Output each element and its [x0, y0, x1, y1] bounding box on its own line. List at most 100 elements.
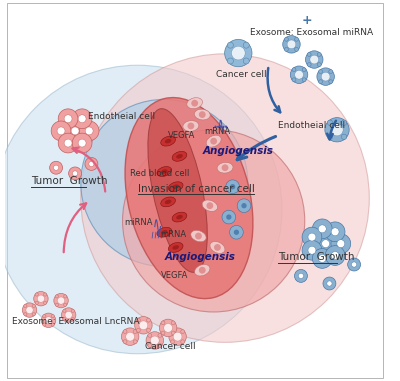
Circle shape	[65, 121, 85, 141]
Circle shape	[243, 58, 249, 64]
Circle shape	[329, 70, 333, 74]
Circle shape	[225, 39, 252, 67]
Circle shape	[54, 293, 68, 308]
Circle shape	[294, 269, 308, 282]
Circle shape	[312, 219, 332, 239]
Circle shape	[72, 171, 78, 176]
Circle shape	[307, 63, 311, 67]
Text: Red blood cell: Red blood cell	[130, 169, 190, 178]
Circle shape	[352, 262, 357, 267]
Ellipse shape	[172, 245, 179, 250]
Circle shape	[62, 308, 76, 322]
Circle shape	[308, 246, 316, 254]
Circle shape	[222, 126, 225, 128]
Circle shape	[195, 233, 202, 240]
Circle shape	[72, 133, 92, 153]
Ellipse shape	[148, 109, 207, 272]
Ellipse shape	[125, 98, 253, 299]
Circle shape	[290, 66, 308, 83]
Circle shape	[51, 323, 54, 326]
Circle shape	[139, 321, 148, 330]
Circle shape	[217, 126, 219, 128]
Circle shape	[51, 121, 71, 141]
Circle shape	[41, 313, 56, 328]
Circle shape	[232, 46, 245, 60]
Circle shape	[230, 184, 235, 189]
Text: +: +	[301, 14, 312, 27]
Circle shape	[148, 333, 152, 337]
Circle shape	[123, 340, 127, 344]
Circle shape	[348, 258, 360, 271]
Text: Invasion of cancer cell: Invasion of cancer cell	[138, 184, 255, 194]
Ellipse shape	[172, 212, 187, 222]
Text: Tumor  Growth: Tumor Growth	[278, 252, 355, 262]
Circle shape	[164, 323, 172, 332]
Circle shape	[331, 228, 339, 236]
Ellipse shape	[187, 98, 202, 109]
Text: mRNA: mRNA	[160, 230, 187, 239]
Circle shape	[188, 123, 194, 130]
Circle shape	[243, 42, 249, 48]
Circle shape	[159, 319, 177, 337]
Circle shape	[81, 99, 248, 266]
Circle shape	[319, 70, 322, 74]
Circle shape	[136, 328, 140, 332]
Circle shape	[81, 54, 369, 343]
Circle shape	[241, 203, 247, 208]
Circle shape	[146, 332, 164, 349]
Circle shape	[302, 68, 306, 72]
Ellipse shape	[161, 169, 168, 174]
Circle shape	[158, 333, 162, 337]
Circle shape	[0, 65, 282, 354]
Ellipse shape	[176, 215, 183, 219]
Circle shape	[329, 80, 333, 83]
Ellipse shape	[210, 242, 225, 253]
Circle shape	[312, 248, 332, 268]
Circle shape	[227, 58, 234, 64]
Circle shape	[302, 240, 322, 260]
Circle shape	[302, 78, 306, 82]
Circle shape	[284, 37, 288, 41]
Circle shape	[306, 51, 323, 68]
Circle shape	[325, 222, 345, 242]
Circle shape	[181, 330, 184, 333]
Circle shape	[171, 330, 174, 333]
Circle shape	[199, 267, 206, 274]
Circle shape	[26, 306, 33, 314]
Circle shape	[65, 311, 72, 319]
Circle shape	[37, 295, 44, 302]
Circle shape	[191, 100, 198, 107]
Circle shape	[227, 42, 234, 48]
Circle shape	[327, 120, 333, 125]
Circle shape	[337, 240, 345, 248]
Text: Angiogensis: Angiogensis	[164, 252, 235, 262]
Circle shape	[24, 313, 27, 316]
Circle shape	[35, 293, 38, 296]
Circle shape	[317, 53, 321, 56]
Circle shape	[44, 293, 47, 296]
Circle shape	[122, 328, 139, 346]
Ellipse shape	[165, 139, 172, 143]
Circle shape	[327, 134, 333, 139]
Circle shape	[78, 115, 86, 123]
Ellipse shape	[168, 243, 183, 252]
Circle shape	[71, 127, 79, 135]
Circle shape	[161, 321, 165, 325]
Circle shape	[308, 233, 316, 241]
Circle shape	[317, 68, 334, 85]
Text: mRNA: mRNA	[204, 127, 230, 136]
Ellipse shape	[194, 109, 210, 120]
Ellipse shape	[168, 182, 183, 192]
Ellipse shape	[195, 264, 210, 276]
Circle shape	[171, 340, 174, 344]
Circle shape	[322, 240, 330, 248]
Ellipse shape	[217, 162, 233, 173]
Circle shape	[316, 234, 336, 253]
Circle shape	[283, 35, 300, 53]
Circle shape	[295, 48, 298, 51]
Circle shape	[50, 161, 62, 174]
Circle shape	[44, 301, 47, 304]
Text: Exosome: Exosomal LncRNA: Exosome: Exosomal LncRNA	[12, 317, 140, 326]
Circle shape	[210, 138, 217, 144]
Circle shape	[133, 340, 137, 344]
